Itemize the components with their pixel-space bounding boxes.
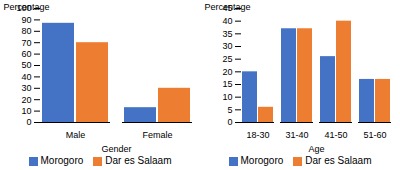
svg-text:0: 0	[26, 117, 31, 127]
svg-text:25: 25	[222, 54, 232, 64]
svg-text:90: 90	[21, 15, 31, 25]
svg-text:30: 30	[21, 83, 31, 93]
svg-text:15: 15	[222, 79, 232, 89]
html-text:Morogoro: Morogoro	[240, 155, 284, 166]
svg-text:18-30: 18-30	[246, 130, 269, 140]
svg-text:40: 40	[21, 72, 31, 82]
svg-text:51-60: 51-60	[363, 130, 386, 140]
svg-text:Female: Female	[142, 130, 172, 140]
svg-text:60: 60	[21, 49, 31, 59]
html-text:Dar es Salaam: Dar es Salaam	[305, 155, 372, 166]
svg-text:10: 10	[222, 92, 232, 102]
svg-text:50: 50	[21, 60, 31, 70]
svg-text:20: 20	[222, 67, 232, 77]
html-text:Dar es Salaam: Dar es Salaam	[105, 155, 172, 166]
svg-text:5: 5	[227, 105, 232, 115]
svg-text:Percentage: Percentage	[4, 2, 50, 12]
svg-text:Gender: Gender	[101, 144, 131, 154]
svg-text:20: 20	[21, 95, 31, 105]
html-text:Morogoro: Morogoro	[40, 155, 84, 166]
svg-text:0: 0	[227, 117, 232, 127]
svg-text:30: 30	[222, 41, 232, 51]
svg-text:10: 10	[21, 106, 31, 116]
svg-text:80: 80	[21, 26, 31, 36]
svg-text:35: 35	[222, 29, 232, 39]
svg-text:Male: Male	[66, 130, 86, 140]
svg-text:70: 70	[21, 38, 31, 48]
svg-text:40: 40	[222, 16, 232, 26]
svg-text:Percentage: Percentage	[205, 2, 251, 12]
svg-text:31-40: 31-40	[285, 130, 308, 140]
svg-text:41-50: 41-50	[324, 130, 347, 140]
svg-text:Age: Age	[308, 144, 324, 154]
